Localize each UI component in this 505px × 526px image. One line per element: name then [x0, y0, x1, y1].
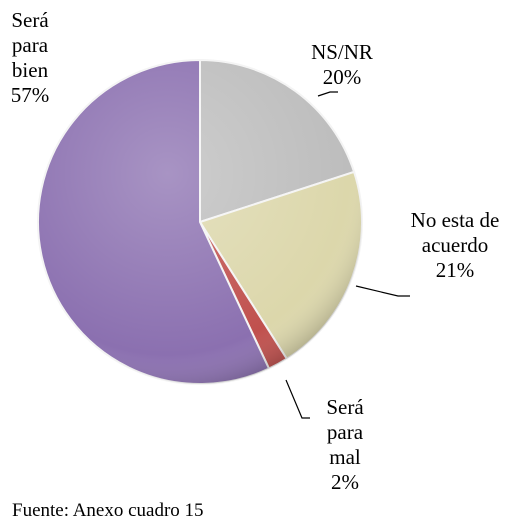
- slice-label: NS/NR 20%: [305, 40, 380, 90]
- value-label: 57%: [10, 83, 50, 107]
- category-label: NS/NR: [311, 40, 373, 64]
- source-note: Fuente: Anexo cuadro 15: [12, 500, 204, 521]
- slice-label: Será para mal 2%: [315, 395, 375, 495]
- category-label: Será para bien: [11, 8, 49, 82]
- value-label: 20%: [322, 65, 362, 89]
- category-label: No esta de acuerdo: [410, 208, 500, 257]
- category-label: Será para mal: [326, 395, 364, 469]
- slice-label: No esta de acuerdo 21%: [410, 208, 500, 283]
- value-label: 21%: [435, 258, 475, 282]
- value-label: 2%: [331, 470, 359, 494]
- slice-label: Será para bien 57%: [1, 8, 59, 108]
